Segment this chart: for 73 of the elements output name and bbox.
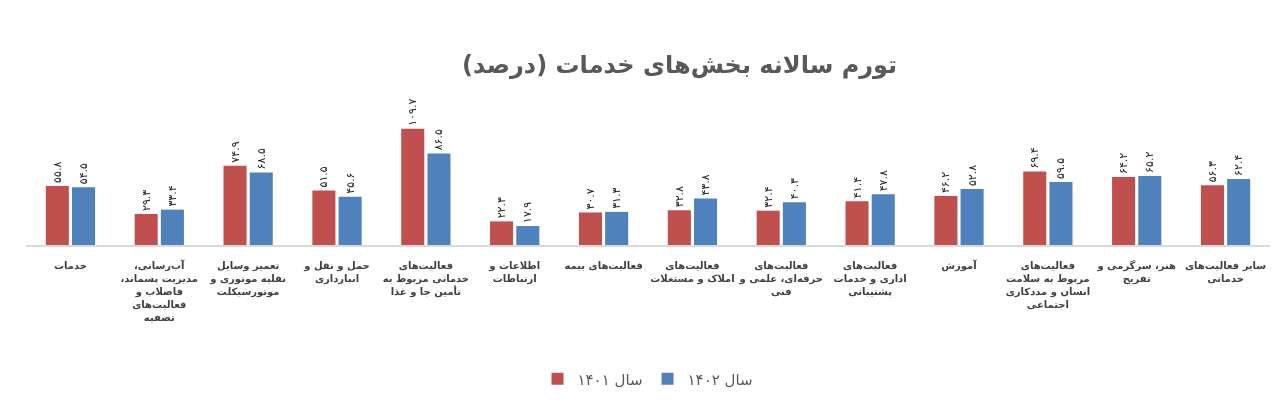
data-label: ۷۴.۹	[228, 141, 242, 163]
bar	[401, 128, 425, 245]
data-label: ۴۷.۸	[876, 170, 890, 192]
x-tick-label: فعالیت‌های اداری و خدمات پشتیبانی	[833, 259, 907, 298]
chart-title: تورم سالانه بخش‌های خدمات (درصد)	[462, 51, 898, 80]
legend-label: سال ۱۴۰۱	[577, 370, 643, 389]
x-tick-label: فعالیت‌های املاک و مستغلات	[650, 259, 735, 285]
bar	[223, 165, 247, 245]
data-label: ۳۲.۴	[761, 186, 775, 208]
x-tick-label: فعالیت‌های خدماتی مربوط به تأمین جا و غذا	[382, 259, 470, 298]
bar	[516, 226, 540, 245]
bar	[871, 194, 895, 245]
data-label: ۴۵.۶	[343, 172, 357, 194]
bar	[338, 196, 362, 245]
data-label: ۵۵.۸	[50, 161, 64, 183]
bar	[1049, 181, 1073, 245]
data-label: ۲۲.۳	[495, 197, 509, 219]
x-tick-label: فعالیت‌های مربوط به سلامت انسان و مددکاری اجتماعی	[1005, 259, 1091, 310]
data-label: ۸۶.۵	[432, 129, 446, 151]
bar	[934, 196, 958, 245]
bar	[312, 190, 336, 245]
data-label: ۳۰.۷	[583, 188, 597, 210]
legend-label: سال ۱۴۰۲	[687, 370, 753, 389]
data-label: ۵۲.۸	[965, 164, 979, 187]
bar	[1227, 178, 1251, 245]
data-label: ۲۹.۳	[139, 189, 153, 211]
bar	[134, 213, 158, 245]
data-label: ۴۰.۳	[787, 178, 801, 200]
data-label: ۱۷.۹	[521, 201, 535, 224]
x-tick-label: فعالیت‌های بیمه	[564, 259, 643, 271]
bar	[694, 198, 718, 245]
x-tick-label: فعالیت‌های حرفه‌ای، علمی و فنی	[738, 259, 823, 297]
bar	[249, 172, 273, 245]
bar	[845, 201, 869, 245]
bar	[667, 210, 691, 245]
bar	[1112, 177, 1136, 245]
data-label: ۶۲.۴	[1232, 154, 1246, 176]
bar	[1023, 171, 1047, 245]
bar	[960, 189, 984, 245]
x-tick-label: آموزش	[941, 258, 978, 272]
bar	[72, 187, 96, 245]
x-tick-label: خدمات	[53, 259, 87, 271]
data-label: ۶۸.۵	[254, 148, 268, 170]
bar	[427, 153, 451, 245]
x-tick-label: تعمیر وسایل نقلیه موتوری و موتورسیکلت	[209, 259, 287, 298]
bar	[782, 202, 806, 245]
data-label: ۶۴.۲	[1117, 152, 1131, 174]
bar	[160, 209, 184, 245]
data-label: ۵۴.۵	[77, 162, 91, 185]
bar	[756, 210, 780, 245]
bar	[490, 221, 514, 245]
data-label: ۶۹.۴	[1028, 147, 1042, 169]
data-label: ۳۲.۸	[672, 185, 686, 208]
bar	[1138, 175, 1162, 245]
x-tick-label: اطلاعات و ارتباطات	[488, 259, 541, 285]
data-label: ۵۶.۳	[1205, 161, 1219, 183]
data-label: ۴۶.۲	[939, 171, 953, 194]
data-label: ۳۳.۴	[165, 185, 179, 207]
data-label: ۶۵.۲	[1143, 151, 1157, 173]
data-label: ۵۹.۵	[1054, 157, 1068, 179]
x-tick-label: هنر، سرگرمی و تفریح	[1096, 258, 1177, 285]
bar	[605, 211, 629, 245]
bar	[45, 185, 69, 245]
bar	[1200, 185, 1224, 245]
data-label: ۱۰۹.۷	[406, 98, 420, 126]
x-tick-label: آب‌رسانی، مدیریت پسماند، فاضلاب و فعالیت‌های تصفیه	[120, 258, 199, 323]
x-tick-label: حمل و نقل و انبارداری	[303, 259, 370, 285]
data-label: ۴۳.۸	[699, 174, 713, 196]
bar	[578, 212, 602, 245]
data-label: ۳۱.۳	[610, 187, 624, 209]
x-tick-label: سایر فعالیت‌های خدماتی	[1184, 259, 1267, 284]
data-label: ۵۱.۵	[317, 166, 331, 188]
data-label: ۴۱.۴	[850, 176, 864, 199]
